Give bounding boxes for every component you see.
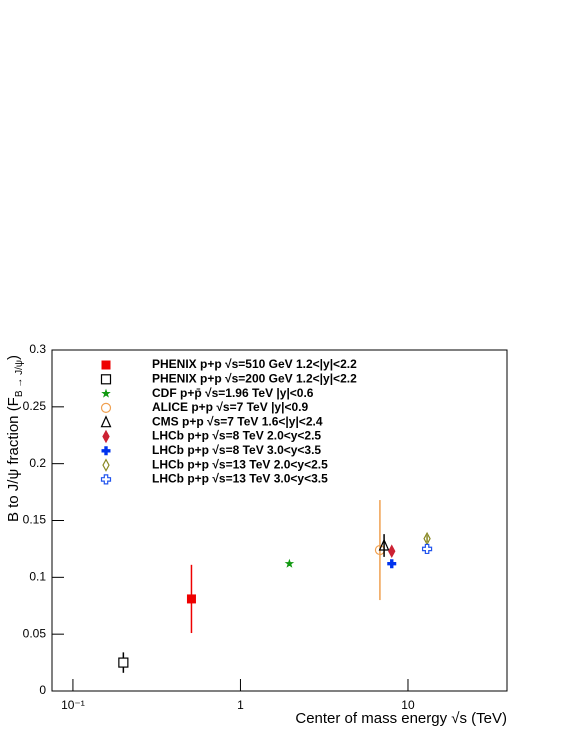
legend-marker bbox=[101, 388, 111, 398]
legend-label: PHENIX p+p √s=510 GeV 1.2<|y|<2.2 bbox=[152, 357, 357, 371]
data-point bbox=[387, 559, 397, 569]
legend-marker bbox=[100, 415, 112, 428]
y-tick-label: 0.15 bbox=[23, 513, 47, 527]
legend-marker bbox=[102, 429, 110, 444]
legend-label: LHCb p+p √s=8 TeV 2.0<y<2.5 bbox=[152, 429, 321, 443]
data-point bbox=[284, 558, 295, 568]
legend-label: LHCb p+p √s=8 TeV 3.0<y<3.5 bbox=[152, 443, 321, 457]
y-tick-label: 0.05 bbox=[23, 626, 47, 640]
y-tick-label: 0.25 bbox=[23, 399, 47, 413]
legend-label: ALICE p+p √s=7 TeV |y|<0.9 bbox=[152, 400, 308, 414]
legend-marker bbox=[102, 458, 110, 472]
y-axis-label-sub: B → J/ψ bbox=[14, 360, 25, 397]
y-tick-label: 0 bbox=[39, 683, 46, 697]
legend-marker bbox=[100, 474, 112, 485]
legend-marker bbox=[100, 374, 112, 385]
y-axis-label: B to J/ψ fraction (FB → J/ψ) bbox=[5, 355, 25, 522]
y-axis-label-end: ) bbox=[5, 355, 22, 360]
y-tick-label: 0.3 bbox=[29, 342, 46, 356]
y-tick-label: 0.2 bbox=[29, 456, 46, 470]
legend-label: CMS p+p √s=7 TeV 1.6<|y|<2.4 bbox=[152, 414, 323, 428]
x-tick-label: 10⁻¹ bbox=[61, 698, 85, 712]
y-tick-label: 0.1 bbox=[29, 570, 46, 584]
x-tick-label: 10 bbox=[401, 698, 415, 712]
data-point bbox=[388, 544, 396, 558]
y-axis-label-main: B to J/ψ fraction (F bbox=[5, 397, 22, 522]
data-point bbox=[118, 657, 129, 668]
legend-label: LHCb p+p √s=13 TeV 3.0<y<3.5 bbox=[152, 472, 328, 486]
legend-marker bbox=[100, 402, 112, 413]
x-axis-label: Center of mass energy √s (TeV) bbox=[295, 710, 507, 727]
x-tick-label: 1 bbox=[237, 698, 244, 712]
data-point bbox=[378, 538, 390, 551]
legend-marker bbox=[101, 360, 111, 370]
legend-label: CDF p+p̄ √s=1.96 TeV |y|<0.6 bbox=[152, 386, 314, 400]
legend-label: LHCb p+p √s=13 TeV 2.0<y<2.5 bbox=[152, 457, 328, 471]
data-point bbox=[421, 543, 433, 555]
legend-marker bbox=[101, 446, 111, 456]
data-point bbox=[186, 594, 196, 604]
legend-label: PHENIX p+p √s=200 GeV 1.2<|y|<2.2 bbox=[152, 371, 357, 385]
